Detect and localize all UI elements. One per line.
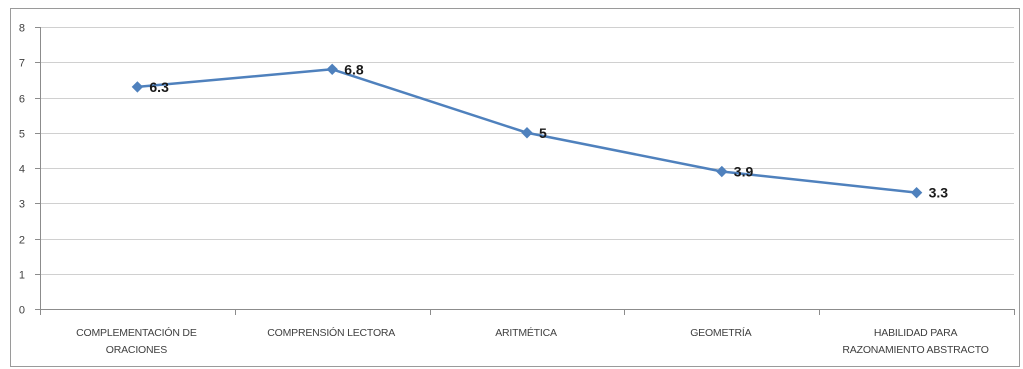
x-category-label-line: COMPRENSIÓN LECTORA — [267, 326, 395, 339]
data-labels: 6.3 6.8 5 3.9 3.3 — [149, 61, 948, 200]
x-category-label-0: COMPLEMENTACIÓN DE ORACIONES — [76, 326, 197, 356]
x-category-label-3: GEOMETRÍA — [690, 326, 751, 339]
y-tick-label-7: 7 — [19, 58, 25, 70]
y-tick-label-5: 5 — [19, 129, 25, 141]
data-label-0: 6.3 — [149, 79, 169, 95]
x-category-label-line: HABILIDAD PARA — [874, 327, 958, 339]
y-tick-label-3: 3 — [19, 199, 25, 211]
data-label-3: 3.9 — [734, 164, 754, 180]
x-category-label-line: ARITMÉTICA — [495, 326, 557, 339]
data-point-marker-3 — [716, 165, 728, 178]
x-category-label-line: RAZONAMIENTO ABSTRACTO — [842, 344, 988, 356]
y-tick-label-0: 0 — [19, 305, 25, 317]
y-tick-labels: 0 1 2 3 4 5 6 7 8 — [19, 23, 25, 317]
markers — [131, 63, 923, 199]
chart-frame — [10, 8, 1020, 367]
x-category-label-4: HABILIDAD PARA RAZONAMIENTO ABSTRACTO — [842, 327, 988, 356]
x-category-label-line: GEOMETRÍA — [690, 326, 751, 339]
x-category-label-line: ORACIONES — [106, 344, 167, 356]
y-tick-label-4: 4 — [19, 164, 25, 176]
y-tick-label-2: 2 — [19, 235, 25, 247]
x-category-label-line: COMPLEMENTACIÓN DE — [76, 326, 197, 339]
y-tick-label-1: 1 — [19, 270, 25, 282]
x-category-label-2: ARITMÉTICA — [495, 326, 557, 339]
data-label-1: 6.8 — [344, 61, 364, 77]
data-label-2: 5 — [539, 125, 547, 141]
y-tick-label-8: 8 — [19, 23, 25, 35]
x-category-labels: COMPLEMENTACIÓN DE ORACIONES COMPRENSIÓN L… — [76, 326, 989, 356]
data-point-marker-4 — [910, 186, 923, 199]
axes — [35, 27, 1015, 315]
data-point-marker-1 — [326, 63, 338, 76]
data-label-4: 3.3 — [929, 185, 949, 201]
data-point-marker-2 — [521, 127, 533, 139]
x-category-label-1: COMPRENSIÓN LECTORA — [267, 326, 395, 339]
data-point-marker-0 — [131, 81, 144, 93]
y-tick-label-6: 6 — [19, 94, 25, 106]
